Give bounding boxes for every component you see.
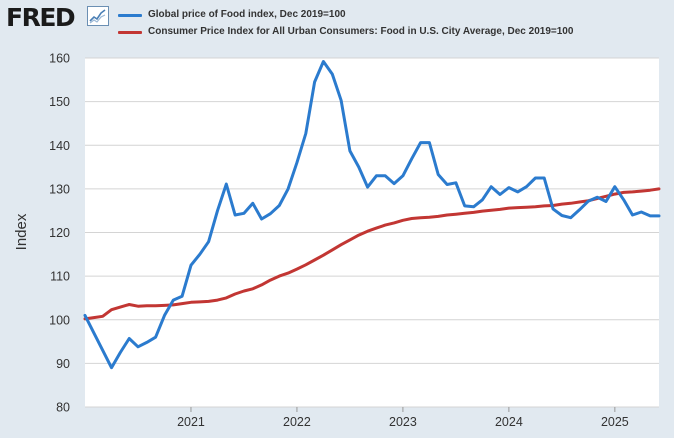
- chart-header: FRED Global price of Food index, Dec 201…: [0, 0, 674, 44]
- y-tick-label-80: 80: [56, 401, 70, 415]
- y-tick-label-90: 90: [56, 357, 70, 371]
- x-tick-label-2023: 2023: [389, 415, 417, 429]
- y-tick-label-150: 150: [49, 95, 70, 109]
- series-group: [83, 60, 661, 370]
- y-tick-label-160: 160: [49, 52, 70, 66]
- y-axis: 80 90 100 110 120 130 140 150 160: [49, 52, 70, 415]
- fred-logo[interactable]: FRED: [6, 3, 76, 32]
- fred-line-chart-icon[interactable]: [87, 6, 109, 26]
- y-tick-label-120: 120: [49, 226, 70, 240]
- series-line-cpi-food[interactable]: [83, 187, 661, 321]
- legend-swatch-global-food: [118, 14, 142, 17]
- x-tick-label-2021: 2021: [177, 415, 205, 429]
- x-tick-label-2022: 2022: [283, 415, 311, 429]
- x-tick-label-2025: 2025: [601, 415, 629, 429]
- legend-swatch-cpi-food: [118, 31, 142, 34]
- y-tick-label-140: 140: [49, 139, 70, 153]
- series-line-global-food-price[interactable]: [83, 60, 661, 370]
- y-axis-label: Index: [13, 213, 30, 250]
- y-tick-label-110: 110: [50, 270, 70, 284]
- grid-lines: [85, 57, 659, 408]
- x-axis: 2021 2022 2023 2024 2025: [177, 407, 629, 429]
- y-tick-label-100: 100: [49, 313, 70, 327]
- y-tick-label-130: 130: [49, 182, 70, 196]
- legend-label-cpi-food: Consumer Price Index for All Urban Consu…: [148, 26, 574, 37]
- x-tick-label-2024: 2024: [495, 415, 523, 429]
- legend-label-global-food: Global price of Food index, Dec 2019=100: [148, 9, 346, 20]
